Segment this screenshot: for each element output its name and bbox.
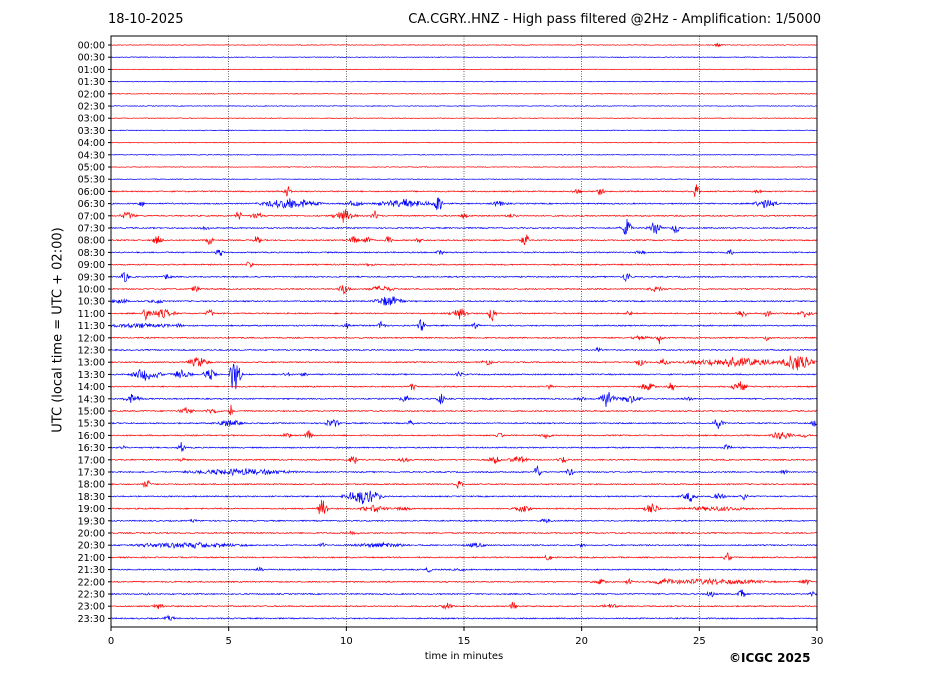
y-tick-label: 13:00: [78, 358, 105, 369]
y-tick-label: 10:30: [78, 297, 105, 308]
y-tick-label: 04:00: [78, 138, 105, 149]
y-tick-label: 03:00: [78, 114, 105, 125]
y-tick-label: 06:00: [78, 187, 105, 198]
y-tick-label: 14:00: [78, 382, 105, 393]
trace-row: [110, 464, 817, 477]
y-tick-label: 12:30: [78, 346, 105, 357]
y-tick-label: 18:30: [78, 492, 105, 503]
y-tick-label: 19:00: [78, 504, 105, 515]
trace-row: [110, 499, 817, 515]
trace-row: [110, 541, 817, 549]
vertical-grid: [228, 36, 700, 627]
y-tick-label: 09:00: [78, 260, 105, 271]
y-tick-label: 02:30: [78, 102, 105, 113]
trace-row: [110, 234, 817, 246]
trace-row: [110, 141, 817, 144]
y-tick-label: 17:00: [78, 455, 105, 466]
y-tick-label: 02:00: [78, 89, 105, 100]
y-tick-label: 04:30: [78, 150, 105, 161]
y-tick-label: 05:00: [78, 163, 105, 174]
trace-row: [110, 346, 817, 353]
y-tick-label: 23:00: [78, 602, 105, 613]
y-tick-label: 11:00: [78, 309, 105, 320]
trace-row: [110, 42, 817, 48]
y-tick-label: 17:30: [78, 468, 105, 479]
trace-row: [110, 577, 817, 586]
trace-row: [110, 319, 817, 331]
x-tick-label: 25: [693, 636, 706, 647]
plot-date: 18-10-2025: [108, 12, 184, 27]
y-tick-label: 15:30: [78, 419, 105, 430]
y-tick-label: 00:30: [78, 53, 105, 64]
y-tick-label: 16:30: [78, 443, 105, 454]
trace-row: [110, 56, 817, 59]
x-axis-label: time in minutes: [424, 651, 504, 662]
x-tick-label: 5: [225, 636, 231, 647]
y-tick-label: 22:30: [78, 590, 105, 601]
y-tick-label: 16:00: [78, 431, 105, 442]
y-tick-label: 10:00: [78, 285, 105, 296]
trace-row: [110, 429, 817, 440]
y-tick-label: 20:30: [78, 541, 105, 552]
trace-row: [110, 455, 817, 465]
y-tick-label: 19:30: [78, 516, 105, 527]
y-tick-label: 01:30: [78, 77, 105, 88]
y-tick-label: 00:00: [78, 41, 105, 52]
y-tick-label: 07:00: [78, 211, 105, 222]
y-tick-label: 01:00: [78, 65, 105, 76]
y-tick-label: 09:30: [78, 272, 105, 283]
y-tick-label: 08:30: [78, 248, 105, 259]
y-tick-label: 03:30: [78, 126, 105, 137]
plot-title: CA.CGRY..HNZ - High pass filtered @2Hz -…: [408, 12, 821, 27]
trace-row: [110, 441, 817, 452]
y-tick-label: 12:00: [78, 333, 105, 344]
copyright-credit: ©ICGC 2025: [729, 651, 811, 665]
y-tick-label: 23:30: [78, 614, 105, 625]
trace-row: [110, 530, 817, 536]
y-tick-label: 21:30: [78, 565, 105, 576]
trace-row: [110, 166, 817, 168]
x-tick-label: 15: [458, 636, 471, 647]
y-tick-label: 21:00: [78, 553, 105, 564]
trace-row: [110, 335, 817, 345]
trace-row: [110, 218, 817, 236]
y-tick-label: 06:30: [78, 199, 105, 210]
y-tick-label: 05:30: [78, 175, 105, 186]
trace-row: [110, 589, 817, 598]
trace-row: [110, 153, 817, 156]
trace-row: [110, 355, 817, 371]
x-tick-label: 30: [811, 636, 824, 647]
x-tick-label: 10: [340, 636, 353, 647]
x-ticks: 0 5 10 15 20 25 30: [108, 627, 824, 647]
trace-row: [110, 248, 817, 256]
y-tick-label: 08:00: [78, 236, 105, 247]
trace-row: [110, 490, 817, 505]
trace-row: [110, 308, 817, 322]
y-tick-label: 07:30: [78, 224, 105, 235]
y-tick-label: 13:30: [78, 370, 105, 381]
y-tick-label: 11:30: [78, 321, 105, 332]
trace-row: [110, 601, 817, 610]
trace-row: [110, 129, 817, 132]
y-tick-label: 22:00: [78, 577, 105, 588]
trace-row: [110, 68, 817, 71]
trace-row: [110, 551, 817, 561]
y-tick-label: 20:00: [78, 529, 105, 540]
trace-row: [110, 418, 817, 430]
y-tick-label: 15:00: [78, 407, 105, 418]
y-tick-label: 14:30: [78, 394, 105, 405]
trace-row: [110, 117, 817, 120]
x-tick-label: 0: [108, 636, 114, 647]
y-tick-label: 18:00: [78, 480, 105, 491]
trace-row: [110, 105, 817, 107]
x-tick-label: 20: [575, 636, 588, 647]
trace-row: [110, 614, 817, 622]
